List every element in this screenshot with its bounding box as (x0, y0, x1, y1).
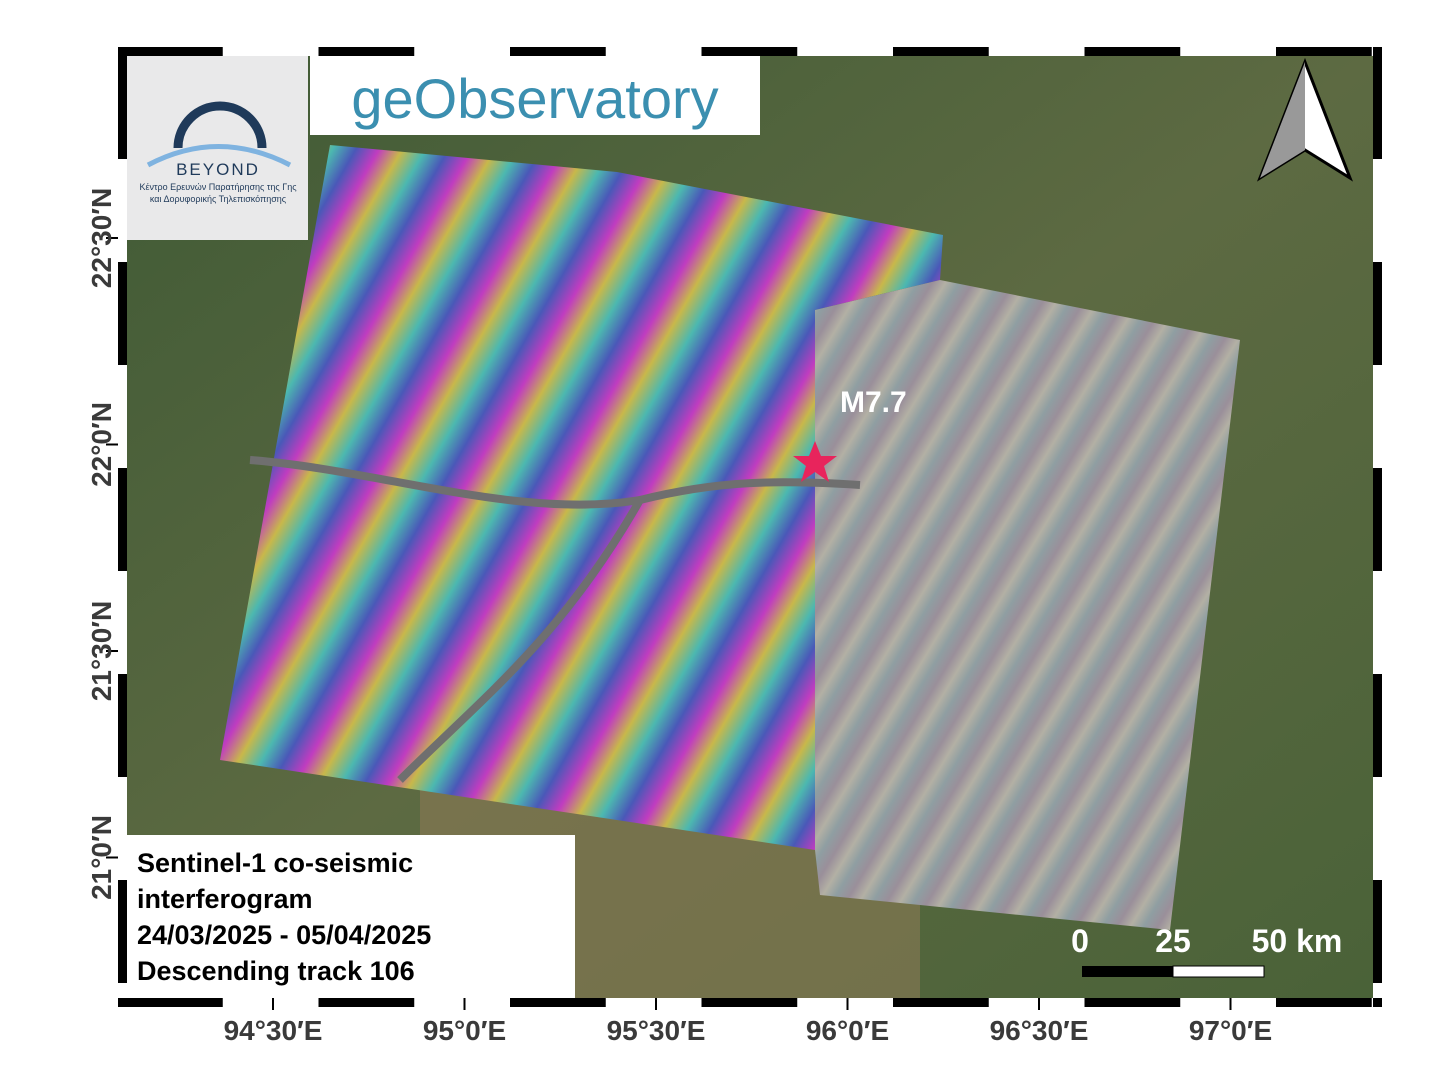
logo-right: geObservatory (351, 67, 718, 130)
legend-box (127, 835, 575, 998)
border-seg (318, 998, 415, 1007)
legend-line: 24/03/2025 - 05/04/2025 (137, 920, 431, 950)
logo-line: και Δορυφορικής Τηλεπισκόπησης (150, 194, 287, 204)
border-seg (118, 983, 127, 998)
border-seg (1373, 571, 1382, 674)
border-seg (118, 468, 127, 571)
border-seg (1180, 998, 1276, 1007)
border-seg (797, 998, 893, 1007)
logo-line: Κέντρο Ερευνών Παρατήρησης της Γης (139, 182, 297, 192)
logo-right-box (310, 56, 760, 135)
logo-arc (173, 101, 267, 149)
border-seg (1373, 880, 1382, 983)
border-seg (127, 998, 223, 1007)
border-seg (1084, 998, 1181, 1007)
border-seg (318, 47, 415, 56)
border-seg (988, 47, 1085, 56)
border-seg (222, 47, 319, 56)
border-seg (1180, 47, 1276, 56)
border-seg (701, 47, 798, 56)
north-arrow-shade (1260, 62, 1305, 178)
border-seg (1371, 998, 1373, 1007)
border-seg (118, 880, 127, 983)
border-seg (605, 998, 702, 1007)
interferogram-west (220, 145, 943, 850)
scale-bar (1172, 965, 1265, 978)
border-seg (118, 262, 127, 365)
border-seg (797, 47, 893, 56)
border-seg (510, 47, 606, 56)
border-seg (1373, 56, 1382, 159)
border-seg (1373, 777, 1382, 880)
border-seg (414, 998, 510, 1007)
border-seg (118, 159, 127, 262)
border-seg (127, 47, 223, 56)
border-seg (1084, 47, 1181, 56)
border-seg (1373, 468, 1382, 571)
scale-bar (1082, 966, 1173, 977)
lon-tick-label: 96°0′E (806, 1015, 889, 1046)
border-seg (1373, 365, 1382, 468)
legend-line: Descending track 106 (137, 956, 415, 986)
legend-line: Sentinel-1 co-seismic (137, 848, 413, 878)
border-seg (1373, 262, 1382, 365)
lat-tick-label: 22°0′N (86, 402, 117, 487)
legend-line: interferogram (137, 884, 313, 914)
interferogram-east (815, 280, 1240, 930)
border-seg (605, 47, 702, 56)
border-seg (893, 998, 989, 1007)
legend: Sentinel-1 co-seismic interferogram 24/03/… (137, 848, 431, 986)
lon-tick-label: 95°30′E (607, 1015, 706, 1046)
border-seg (1373, 159, 1382, 262)
lon-tick-label: 94°30′E (224, 1015, 323, 1046)
lat-tick-label: 21°0′N (86, 815, 117, 900)
border-seg (118, 56, 127, 159)
lat-tick-label: 22°30′N (86, 188, 117, 288)
lon-tick-label: 97°0′E (1189, 1015, 1272, 1046)
scale-label: 50 km (1252, 923, 1343, 959)
river (249, 456, 861, 783)
border-seg (701, 998, 798, 1007)
logo-swoosh (146, 144, 292, 168)
border-seg (118, 365, 127, 468)
logo-name: BEYOND (176, 160, 260, 179)
scale-label: 0 (1071, 923, 1089, 959)
border-seg (1276, 998, 1372, 1007)
border-seg (1276, 47, 1372, 56)
border-seg (988, 998, 1085, 1007)
border-seg (118, 571, 127, 674)
lat-tick-label: 21°30′N (86, 601, 117, 701)
border-seg (1371, 47, 1373, 56)
border-seg (510, 998, 606, 1007)
scale-label: 25 (1155, 923, 1191, 959)
border-seg (118, 777, 127, 880)
border-seg (893, 47, 989, 56)
lon-tick-label: 95°0′E (423, 1015, 506, 1046)
lon-tick-label: 96°30′E (990, 1015, 1089, 1046)
event-label: M7.7 (840, 386, 907, 419)
border-seg (222, 998, 319, 1007)
border-seg (118, 674, 127, 777)
epicenter-star (793, 441, 837, 482)
border-seg (414, 47, 510, 56)
border-seg (1373, 674, 1382, 777)
border-seg (1373, 983, 1382, 998)
